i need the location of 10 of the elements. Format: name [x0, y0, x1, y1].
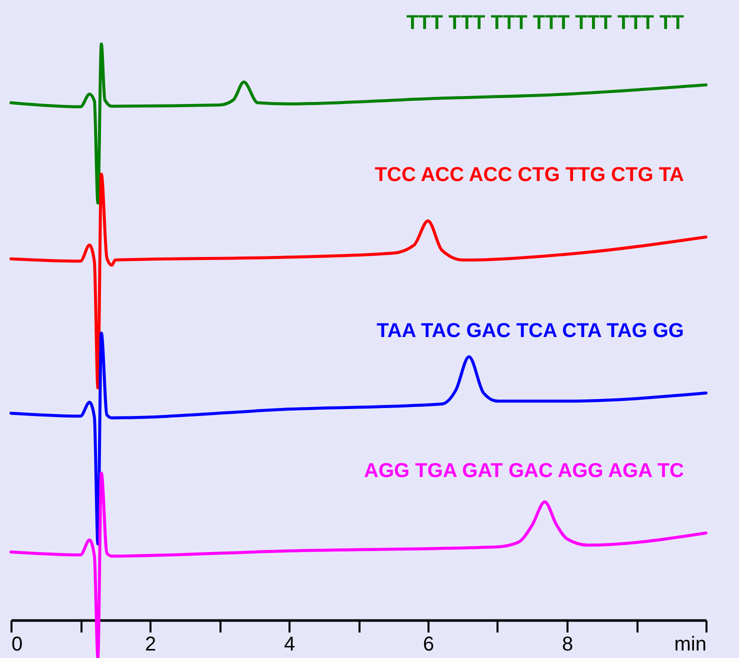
x-tick-label: 6 [422, 634, 434, 656]
x-tick-label: min [674, 634, 706, 656]
x-tick-label: 8 [562, 634, 574, 656]
x-tick-label: 4 [284, 634, 296, 656]
series-label: AGG TGA GAT GAC AGG AGA TC [364, 460, 684, 482]
text: TCC ACC ACC CTG TTG CTG TA [374, 164, 684, 186]
text: TTT TTT TTT TTT TTT TTT TT [406, 12, 684, 34]
x-tick-label: 2 [144, 634, 156, 656]
text: TAA TAC GAC TCA CTA TAG GG [376, 320, 684, 342]
x-tick-label: 0 [12, 634, 23, 656]
